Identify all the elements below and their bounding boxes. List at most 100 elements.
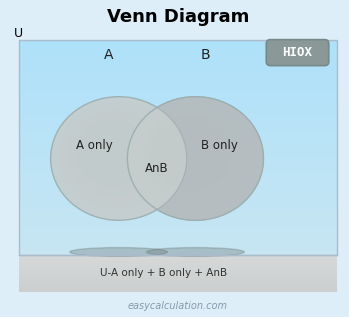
FancyBboxPatch shape: [266, 40, 329, 66]
Circle shape: [64, 108, 168, 203]
Bar: [19, 258, 337, 259]
Bar: [19, 220, 337, 223]
Circle shape: [139, 107, 247, 206]
Text: Venn Diagram: Venn Diagram: [107, 9, 249, 26]
Bar: [19, 53, 337, 56]
Bar: [19, 88, 337, 91]
Bar: [19, 279, 337, 280]
Text: HIOX: HIOX: [283, 46, 312, 59]
Bar: [19, 270, 337, 271]
Ellipse shape: [70, 248, 168, 256]
Bar: [19, 284, 337, 285]
Bar: [19, 102, 337, 104]
Bar: [19, 264, 337, 265]
Bar: [19, 150, 337, 153]
Text: easycalculation.com: easycalculation.com: [128, 301, 228, 311]
Bar: [19, 56, 337, 59]
Bar: [19, 177, 337, 180]
Bar: [19, 123, 337, 126]
Bar: [19, 198, 337, 201]
Bar: [19, 196, 337, 198]
Bar: [19, 223, 337, 226]
Circle shape: [144, 112, 239, 198]
Bar: [19, 172, 337, 174]
Bar: [19, 193, 337, 196]
Bar: [19, 215, 337, 217]
Bar: [19, 242, 337, 244]
Bar: [19, 115, 337, 118]
Bar: [19, 164, 337, 166]
Bar: [19, 277, 337, 278]
Circle shape: [134, 103, 254, 212]
Bar: [19, 104, 337, 107]
Circle shape: [138, 106, 249, 207]
Circle shape: [57, 103, 177, 212]
Ellipse shape: [147, 248, 244, 256]
Circle shape: [142, 110, 242, 201]
Circle shape: [150, 117, 231, 191]
Bar: [19, 131, 337, 134]
Bar: [19, 153, 337, 155]
Bar: [19, 281, 337, 282]
Circle shape: [131, 100, 258, 216]
Bar: [19, 80, 337, 83]
Circle shape: [153, 120, 227, 187]
Bar: [19, 260, 337, 261]
Circle shape: [132, 101, 257, 214]
Bar: [19, 269, 337, 270]
Circle shape: [65, 109, 166, 202]
Circle shape: [77, 121, 148, 185]
Bar: [19, 255, 337, 256]
Bar: [19, 226, 337, 228]
Bar: [19, 139, 337, 142]
Bar: [19, 290, 337, 291]
Bar: [19, 120, 337, 123]
Circle shape: [66, 111, 164, 200]
Bar: [19, 86, 337, 88]
Circle shape: [135, 103, 253, 210]
Bar: [19, 278, 337, 279]
Bar: [19, 271, 337, 272]
Circle shape: [72, 116, 156, 192]
Bar: [19, 183, 337, 185]
Bar: [19, 40, 337, 255]
Bar: [19, 231, 337, 234]
Bar: [19, 252, 337, 255]
Text: AnB: AnB: [145, 161, 169, 175]
Circle shape: [143, 111, 241, 200]
Bar: [19, 134, 337, 137]
Circle shape: [137, 105, 250, 208]
Bar: [19, 204, 337, 207]
Circle shape: [140, 108, 246, 204]
Circle shape: [70, 114, 158, 195]
Circle shape: [141, 109, 243, 202]
Circle shape: [145, 113, 238, 197]
Bar: [19, 247, 337, 250]
Bar: [19, 113, 337, 115]
Text: A only: A only: [76, 139, 113, 152]
Bar: [19, 69, 337, 72]
Circle shape: [58, 103, 176, 210]
Bar: [19, 274, 337, 275]
Bar: [19, 77, 337, 80]
Bar: [19, 266, 337, 267]
Bar: [19, 272, 337, 273]
Circle shape: [52, 98, 184, 218]
Bar: [19, 158, 337, 161]
Bar: [19, 147, 337, 150]
Bar: [19, 191, 337, 193]
Circle shape: [62, 107, 171, 206]
Bar: [19, 276, 337, 277]
Circle shape: [77, 120, 149, 186]
Bar: [19, 228, 337, 231]
Bar: [19, 42, 337, 45]
Bar: [19, 45, 337, 48]
Bar: [19, 174, 337, 177]
Circle shape: [140, 108, 245, 203]
Circle shape: [151, 119, 229, 189]
Bar: [19, 48, 337, 50]
Bar: [19, 67, 337, 69]
Bar: [19, 185, 337, 188]
Polygon shape: [157, 97, 263, 220]
Circle shape: [74, 118, 153, 190]
